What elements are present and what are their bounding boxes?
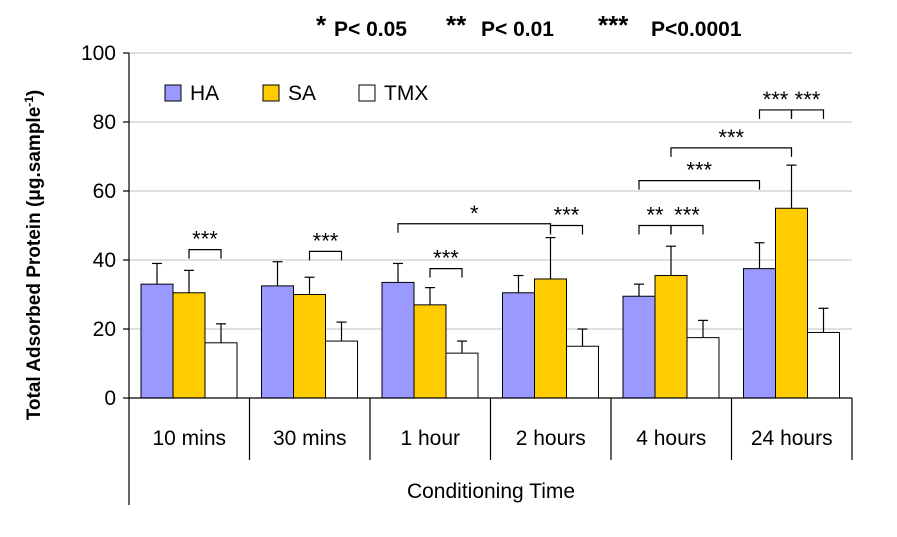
significance-bracket-2	[429, 268, 463, 278]
y-tick-labels: 0 20 40 60 80 100	[81, 42, 116, 410]
significance-label-1: ***	[313, 228, 339, 253]
bar-SA-3	[534, 278, 567, 399]
x-axis-label: Conditioning Time	[407, 480, 575, 503]
significance-bracket-0	[188, 249, 222, 259]
y-tick-label-2: 40	[93, 249, 116, 272]
significance-bracket-7	[638, 180, 761, 190]
error-bars	[152, 164, 829, 354]
bar-HA-0	[140, 283, 174, 399]
y-tick-label-3: 60	[93, 180, 116, 203]
significance-label-7: ***	[686, 158, 712, 183]
bar-HA-3	[502, 292, 535, 399]
gridlines	[129, 52, 852, 330]
sig-key-3-label: P<0.0001	[651, 18, 742, 41]
category-label-3: 2 hours	[516, 427, 586, 450]
significance-label-6: ***	[674, 203, 700, 228]
y-tick-label-0: 0	[104, 387, 116, 410]
significance-bracket-4	[549, 224, 584, 235]
category-label-1: 30 mins	[273, 427, 347, 450]
significance-label-9: ***	[763, 87, 789, 112]
bar-HA-4	[622, 295, 656, 399]
significance-label-8: ***	[718, 125, 744, 150]
significance-bracket-1	[308, 250, 343, 261]
sig-key-2-label: P< 0.01	[481, 18, 554, 41]
y-axis-label-superscript: -1	[22, 96, 36, 107]
legend-label-SA: SA	[288, 82, 316, 105]
bar-SA-5	[775, 207, 808, 399]
bar-TMX-1	[325, 340, 358, 399]
category-label-2: 1 hour	[400, 427, 460, 450]
significance-bracket-10	[790, 109, 825, 119]
category-labels: 10 mins 30 mins 1 hour 2 hours 4 hours 24 hou…	[152, 427, 832, 450]
bar-TMX-3	[566, 345, 599, 399]
legend-label-HA: HA	[190, 82, 219, 105]
legend-label-TMX: TMX	[384, 82, 428, 105]
significance-label-5: **	[646, 203, 664, 228]
significance-label-10: ***	[795, 87, 821, 112]
significance-key: * P< 0.05 ** P< 0.01 *** P<0.0001	[316, 10, 742, 41]
bar-SA-0	[172, 292, 206, 399]
significance-label-2: ***	[433, 246, 459, 271]
bars	[140, 207, 840, 399]
bar-HA-2	[381, 281, 415, 399]
category-label-0: 10 mins	[152, 427, 226, 450]
y-tick-label-4: 80	[93, 111, 116, 134]
significance-label-3: *	[470, 201, 479, 226]
category-label-4: 4 hours	[636, 427, 706, 450]
sig-key-2-stars: **	[446, 10, 467, 40]
y-axis-label-close: )	[24, 90, 45, 96]
bar-SA-4	[654, 275, 688, 399]
y-tick-label-1: 20	[93, 318, 116, 341]
bar-HA-5	[743, 268, 776, 399]
significance-bracket-8	[670, 147, 793, 157]
y-tick-label-5: 100	[81, 42, 116, 65]
bar-HA-1	[261, 285, 294, 399]
bar-TMX-2	[445, 352, 479, 399]
significance-label-4: ***	[554, 203, 580, 228]
y-axis-label: Total Adsorbed Protein (μg.sample-1)	[22, 90, 45, 421]
bar-TMX-4	[686, 337, 720, 399]
sig-key-1-stars: *	[316, 10, 327, 40]
bar-TMX-5	[807, 331, 840, 399]
sig-key-3-stars: ***	[598, 10, 629, 40]
category-label-5: 24 hours	[751, 427, 833, 450]
bar-SA-1	[293, 294, 326, 399]
legend-swatch-HA	[164, 84, 182, 102]
legend: HA SA TMX	[164, 82, 428, 105]
significance-brackets: *** ******* *** ** ************ ***	[188, 87, 825, 278]
bar-SA-2	[413, 304, 447, 399]
significance-bracket-6	[670, 224, 704, 235]
sig-key-1-label: P< 0.05	[334, 18, 407, 41]
significance-label-0: ***	[192, 227, 218, 252]
bar-TMX-0	[204, 342, 238, 399]
legend-swatch-TMX	[358, 84, 376, 102]
axes	[123, 52, 853, 505]
legend-swatch-SA	[262, 84, 280, 102]
